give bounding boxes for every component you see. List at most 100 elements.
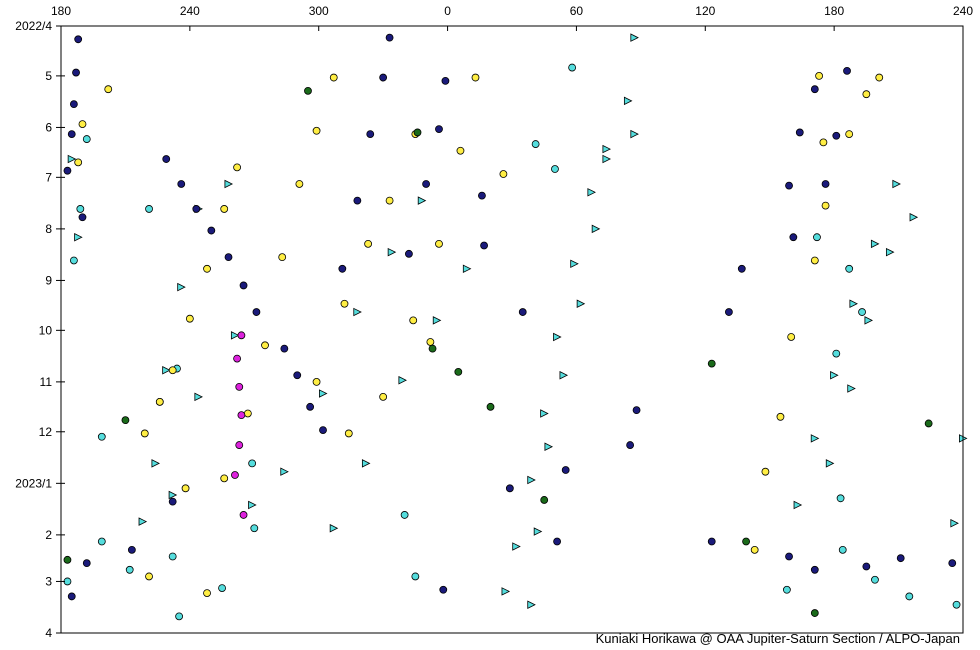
data-point [364, 239, 373, 248]
data-point [411, 572, 420, 581]
data-point [439, 585, 448, 594]
data-point [632, 406, 641, 415]
data-point [280, 467, 289, 476]
data-point [353, 307, 362, 317]
data-point [151, 459, 160, 468]
data-point [224, 253, 233, 262]
data-point [576, 299, 586, 308]
data-point [409, 316, 418, 325]
data-point [413, 128, 422, 137]
data-point [561, 466, 570, 474]
data-point [237, 411, 246, 420]
data-point [707, 359, 716, 368]
data-point [785, 181, 793, 190]
y-tick-label: 7 [45, 170, 52, 184]
data-point [72, 68, 80, 77]
data-point [220, 205, 229, 213]
x-tick-label: 60 [570, 4, 584, 18]
data-point [69, 100, 78, 109]
data-point [785, 552, 793, 561]
data-point [207, 226, 216, 235]
data-point [862, 562, 871, 571]
data-point [417, 196, 427, 205]
data-point [248, 500, 257, 510]
data-point [795, 128, 804, 137]
data-point [366, 130, 375, 138]
data-point [312, 377, 321, 386]
data-point [177, 180, 186, 188]
data-point [74, 158, 83, 167]
y-tick-label: 11 [40, 375, 53, 389]
data-point [69, 256, 78, 265]
data-point [82, 559, 91, 568]
data-point [821, 180, 830, 188]
data-point [168, 552, 177, 561]
data-point [832, 349, 841, 358]
data-point [559, 370, 569, 380]
data-point [175, 612, 184, 621]
data-point [78, 213, 87, 222]
data-point [385, 196, 394, 205]
data-point [387, 247, 397, 257]
x-tick-label: 300 [309, 4, 329, 18]
y-tick-label: 8 [45, 222, 52, 236]
data-point [750, 545, 759, 554]
data-point [361, 459, 371, 468]
data-point [185, 314, 194, 323]
data-point [261, 341, 269, 350]
y-tick-label: 6 [45, 120, 52, 134]
data-point [203, 589, 211, 597]
data-point [462, 264, 472, 274]
data-point [127, 545, 136, 554]
data-point [306, 402, 315, 411]
y-tick-label: 10 [39, 323, 53, 337]
data-point [905, 592, 914, 601]
data-point [231, 471, 239, 479]
y-tick-label: 12 [39, 425, 53, 439]
data-point [527, 475, 536, 485]
data-point [819, 138, 828, 147]
series-green-circle [63, 86, 933, 617]
data-point [168, 366, 177, 375]
data-point [862, 90, 871, 99]
x-tick-label: 240 [953, 4, 973, 18]
data-point [233, 163, 242, 172]
data-point [810, 609, 819, 617]
data-point [428, 344, 437, 353]
data-point [789, 233, 798, 242]
data-point [810, 85, 819, 94]
y-tick-label: 2023/1 [15, 476, 52, 490]
data-point [505, 484, 514, 493]
data-point [623, 96, 633, 106]
data-point [145, 205, 153, 213]
data-point [553, 537, 561, 546]
data-point [295, 180, 304, 188]
data-point [892, 179, 901, 189]
data-point [454, 368, 463, 376]
data-point [553, 332, 562, 342]
data-point [67, 592, 76, 601]
data-point [104, 85, 113, 94]
data-point [432, 316, 442, 325]
data-point [239, 511, 248, 519]
series-yellow-circle [74, 71, 884, 597]
data-point [145, 572, 153, 581]
series-navy-circle [63, 33, 957, 601]
data-point [76, 205, 85, 213]
data-point [570, 259, 579, 269]
y-tick-label: 2 [45, 528, 52, 542]
data-point [140, 429, 149, 438]
data-point [815, 71, 824, 80]
data-point [426, 338, 435, 346]
data-point [168, 490, 178, 500]
data-point [551, 165, 559, 173]
data-point [344, 429, 353, 438]
data-point [385, 33, 394, 42]
data-point [192, 205, 201, 213]
data-point [67, 130, 76, 138]
data-point [602, 154, 611, 164]
data-point [67, 154, 77, 164]
data-point [312, 126, 321, 135]
data-point [237, 331, 246, 340]
